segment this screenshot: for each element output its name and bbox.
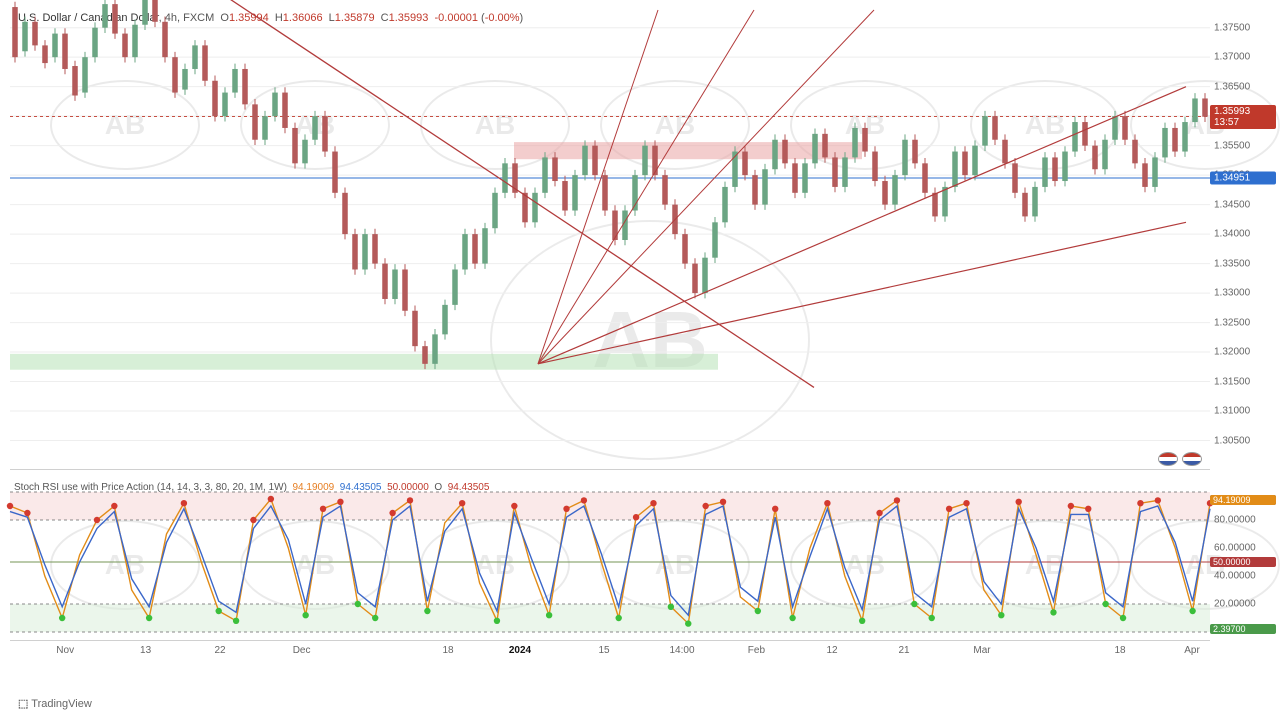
time-tick: 22 [214,645,225,656]
flag-icon [1182,452,1202,466]
time-tick: 14:00 [669,645,694,656]
time-tick: Mar [973,645,990,656]
symbol-flags[interactable] [1158,452,1202,466]
main-price-chart[interactable]: U.S. Dollar / Canadian Dollar, 4h, FXCM … [10,10,1210,470]
tradingview-chart: AB AB AB AB AB AB AB AB AB AB AB AB AB A… [0,0,1280,720]
stoch-rsi-pane[interactable]: Stoch RSI use with Price Action (14, 14,… [10,480,1210,640]
time-tick: Dec [293,645,311,656]
price-axis[interactable]: 1.305001.310001.315001.320001.325001.330… [1210,10,1280,470]
time-tick: 18 [442,645,453,656]
indicator-axis[interactable]: 20.0000040.0000060.0000080.0000094.43505… [1210,480,1280,640]
indicator-value-badge: 94.19009 [1210,495,1276,505]
time-tick: 21 [898,645,909,656]
time-tick: 13 [140,645,151,656]
indicator-value-badge: 2.39700 [1210,624,1276,634]
time-tick: 12 [826,645,837,656]
flag-icon [1158,452,1178,466]
time-tick: Nov [56,645,74,656]
ref-price-badge: 1.34951 [1210,172,1276,185]
time-axis[interactable]: Nov 13 22 Dec 18 2024 15 14:00 Feb 12 21 Mar 18 Apr [10,640,1210,670]
branding-tradingview[interactable]: ⬚ TradingView [18,697,92,710]
price-svg [10,10,1210,470]
indicator-svg [10,480,1210,640]
time-tick: Apr [1184,645,1200,656]
last-price-badge: 1.3599313:57 [1210,105,1276,129]
time-tick: 15 [598,645,609,656]
time-tick: Feb [748,645,765,656]
time-tick: 2024 [509,645,531,656]
time-tick: 18 [1114,645,1125,656]
indicator-value-badge: 50.00000 [1210,557,1276,567]
